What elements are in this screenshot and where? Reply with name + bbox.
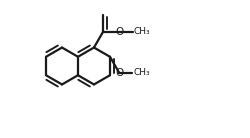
Text: O: O <box>116 26 124 37</box>
Text: CH₃: CH₃ <box>133 68 150 77</box>
Text: O: O <box>115 68 123 78</box>
Text: CH₃: CH₃ <box>134 27 150 36</box>
